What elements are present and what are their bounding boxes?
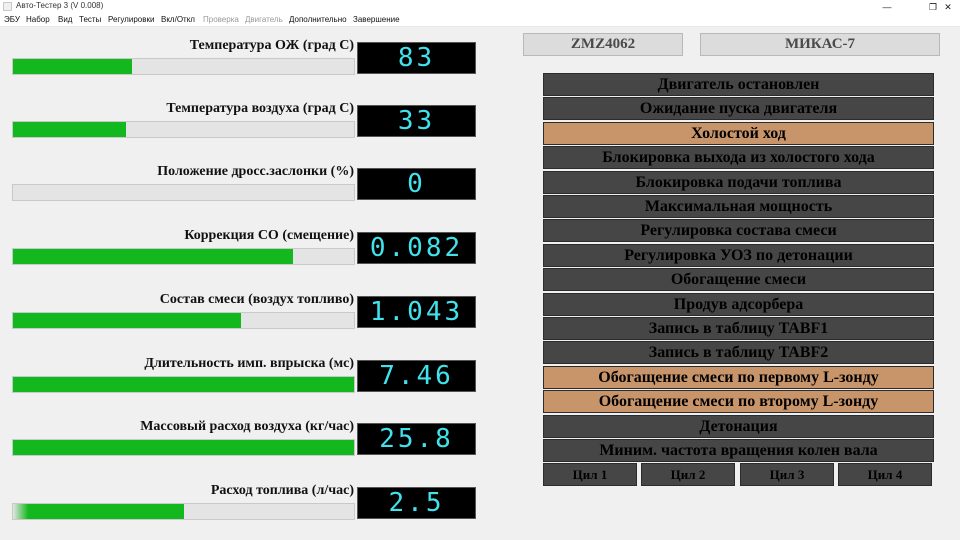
sensor-row: Температура воздуха (град С) 33 <box>0 101 480 161</box>
engine-state-indicator: Блокировка выхода из холостого хода <box>543 146 934 170</box>
engine-state-indicator: Регулировка УОЗ по детонации <box>543 243 934 267</box>
sensor-label: Длительность имп. впрыска (мс) <box>144 356 354 371</box>
sensor-bar <box>12 439 355 456</box>
sensor-bar <box>12 503 355 520</box>
sensor-value-display: 0.082 <box>357 232 476 264</box>
menu-item[interactable]: Набор <box>26 15 50 24</box>
sensor-row: Длительность имп. впрыска (мс) 7.46 <box>0 356 480 416</box>
sensor-label: Температура ОЖ (град С) <box>189 38 354 53</box>
engine-state-indicator: Обогащение смеси по первому L-зонду <box>543 365 934 389</box>
sensor-value-display: 33 <box>357 105 476 137</box>
window-title: Авто-Тестер 3 (V 0.008) <box>16 1 104 10</box>
engine-state-indicator: Максимальная мощность <box>543 195 934 218</box>
engine-state-indicator: Обогащение смеси по второму L-зонду <box>543 390 934 414</box>
sensor-value-display: 2.5 <box>357 487 476 519</box>
sensor-value-display: 83 <box>357 42 476 74</box>
sensor-bar-fill <box>13 122 126 137</box>
menu-item[interactable]: Дополнительно <box>289 15 347 24</box>
sensor-bar <box>12 248 355 265</box>
menu-item[interactable]: Двигатель <box>245 15 283 24</box>
sensor-label: Температура воздуха (град С) <box>166 101 354 116</box>
menu-item[interactable]: Вид <box>58 15 73 24</box>
sensor-label: Расход топлива (л/час) <box>210 483 354 498</box>
menu-item[interactable]: Завершение <box>353 15 400 24</box>
engine-state-indicator: Ожидание пуска двигателя <box>543 97 934 121</box>
engine-state-indicator: Запись в таблицу TABF1 <box>543 317 934 340</box>
sensor-label: Состав смеси (воздух топливо) <box>159 292 354 307</box>
menu-item[interactable]: ЭБУ <box>4 15 20 24</box>
sensor-bar <box>12 58 355 75</box>
sensor-bar <box>12 376 355 393</box>
engine-state-indicator: Детонация <box>543 414 934 438</box>
sensor-value-display: 0 <box>357 168 476 200</box>
sensor-label: Коррекция СО (смещение) <box>184 228 354 243</box>
sensor-row: Состав смеси (воздух топливо) 1.043 <box>0 292 480 352</box>
sensor-row: Коррекция СО (смещение) 0.082 <box>0 228 480 288</box>
engine-state-indicator: Блокировка подачи топлива <box>543 170 934 194</box>
menu-item[interactable]: Проверка <box>203 15 239 24</box>
minimize-button[interactable]: — <box>882 2 892 12</box>
sensor-bar-fill <box>13 313 242 328</box>
sensor-value-display: 25.8 <box>357 423 476 455</box>
sensor-bar-fill <box>13 249 293 264</box>
sensor-bar <box>12 312 355 329</box>
engine-state-indicator: Двигатель остановлен <box>543 73 934 96</box>
engine-state-indicator: Запись в таблицу TABF2 <box>543 341 934 365</box>
sensor-row: Температура ОЖ (град С) 83 <box>0 38 480 98</box>
engine-state-indicator: Обогащение смеси <box>543 268 934 292</box>
cylinder-indicator: Цил 1 <box>543 463 637 486</box>
engine-state-indicator: Продув адсорбера <box>543 292 934 316</box>
app-icon <box>3 2 12 11</box>
cylinder-indicator: Цил 3 <box>740 463 834 486</box>
sensor-label: Положение дросс.заслонки (%) <box>157 164 354 179</box>
sensor-row: Расход топлива (л/час) 2.5 <box>0 483 480 540</box>
engine-state-indicator: Регулировка состава смеси <box>543 219 934 243</box>
engine-state-indicator: Миним. частота вращения колен вала <box>543 439 934 462</box>
cylinder-indicator: Цил 2 <box>641 463 735 486</box>
close-button[interactable]: ✕ <box>944 2 952 12</box>
sensor-bar-fill <box>13 377 354 392</box>
ecu-model-field: МИКАС-7 <box>700 33 940 56</box>
sensor-bar <box>12 121 355 138</box>
sensor-bar-fill <box>13 59 133 74</box>
sensor-label: Массовый расход воздуха (кг/час) <box>140 419 354 434</box>
engine-state-indicator: Холостой ход <box>543 121 934 145</box>
menu-item[interactable]: Тесты <box>79 15 102 24</box>
menu-bar: ЭБУ Набор Вид Тесты Регулировки Вкл/Откл Прове… <box>0 14 960 27</box>
sensor-value-display: 1.043 <box>357 296 476 328</box>
menu-item[interactable]: Вкл/Откл <box>161 15 195 24</box>
engine-model-field: ZMZ4062 <box>523 33 683 56</box>
sensor-bar-fill <box>13 504 184 519</box>
sensor-row: Массовый расход воздуха (кг/час) 25.8 <box>0 419 480 479</box>
maximize-button[interactable]: ❐ <box>928 2 938 12</box>
sensor-value-display: 7.46 <box>357 360 476 392</box>
cylinder-indicator: Цил 4 <box>838 463 932 486</box>
title-bar: Авто-Тестер 3 (V 0.008) — ❐ ✕ <box>0 0 960 14</box>
sensor-row: Положение дросс.заслонки (%) 0 <box>0 164 480 224</box>
menu-item[interactable]: Регулировки <box>108 15 155 24</box>
sensor-bar-fill <box>13 440 354 455</box>
sensor-bar <box>12 184 355 201</box>
